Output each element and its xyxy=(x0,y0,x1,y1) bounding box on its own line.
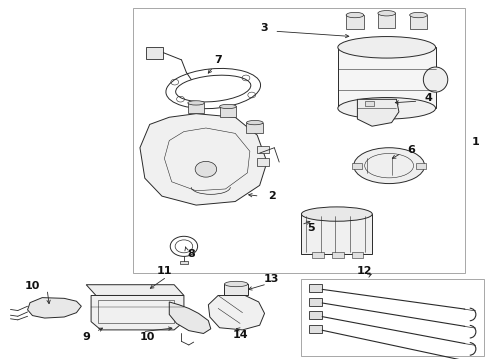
Bar xyxy=(313,252,324,258)
Text: 5: 5 xyxy=(307,224,315,233)
Ellipse shape xyxy=(378,10,395,16)
Ellipse shape xyxy=(410,12,427,18)
Text: 10: 10 xyxy=(25,281,40,291)
Text: 1: 1 xyxy=(472,138,480,147)
Text: 11: 11 xyxy=(157,266,172,276)
Polygon shape xyxy=(91,296,184,330)
Bar xyxy=(378,13,395,28)
Circle shape xyxy=(195,161,217,177)
Bar xyxy=(338,47,436,108)
Ellipse shape xyxy=(338,98,436,119)
Bar xyxy=(346,15,364,30)
Bar xyxy=(301,279,485,356)
Ellipse shape xyxy=(224,281,248,287)
Text: 12: 12 xyxy=(357,266,372,276)
Ellipse shape xyxy=(338,37,436,58)
Bar xyxy=(257,158,270,166)
Bar xyxy=(309,311,322,319)
Bar xyxy=(257,146,270,153)
Ellipse shape xyxy=(220,104,236,109)
Ellipse shape xyxy=(188,101,204,105)
Text: 2: 2 xyxy=(268,191,276,201)
Text: 7: 7 xyxy=(214,55,222,65)
Ellipse shape xyxy=(246,121,263,125)
Text: 4: 4 xyxy=(424,93,432,103)
Bar xyxy=(332,252,343,258)
Text: 10: 10 xyxy=(140,332,155,342)
Text: 14: 14 xyxy=(232,330,248,340)
Polygon shape xyxy=(169,302,211,333)
Bar xyxy=(188,103,204,113)
Bar xyxy=(351,252,363,258)
Ellipse shape xyxy=(354,148,424,184)
Bar xyxy=(410,15,427,30)
Text: 13: 13 xyxy=(264,274,280,284)
Bar xyxy=(416,163,426,168)
Bar xyxy=(246,123,263,133)
Ellipse shape xyxy=(346,12,364,18)
Polygon shape xyxy=(86,285,184,296)
Bar xyxy=(309,298,322,306)
Bar xyxy=(133,8,465,273)
Bar xyxy=(98,300,174,323)
Bar xyxy=(365,101,374,107)
Bar xyxy=(146,47,163,59)
Bar xyxy=(309,325,322,333)
Polygon shape xyxy=(208,296,265,330)
Ellipse shape xyxy=(423,67,448,92)
Bar xyxy=(180,261,188,264)
Bar xyxy=(224,284,248,296)
Polygon shape xyxy=(357,99,399,126)
Polygon shape xyxy=(27,298,81,318)
Text: 8: 8 xyxy=(187,248,195,258)
Ellipse shape xyxy=(301,207,372,221)
Bar xyxy=(309,284,322,292)
Bar xyxy=(301,214,372,253)
Bar xyxy=(352,163,362,168)
Text: 3: 3 xyxy=(261,23,269,33)
Text: 9: 9 xyxy=(82,332,90,342)
Text: 6: 6 xyxy=(407,144,415,154)
Polygon shape xyxy=(140,114,267,205)
Bar xyxy=(220,107,236,117)
